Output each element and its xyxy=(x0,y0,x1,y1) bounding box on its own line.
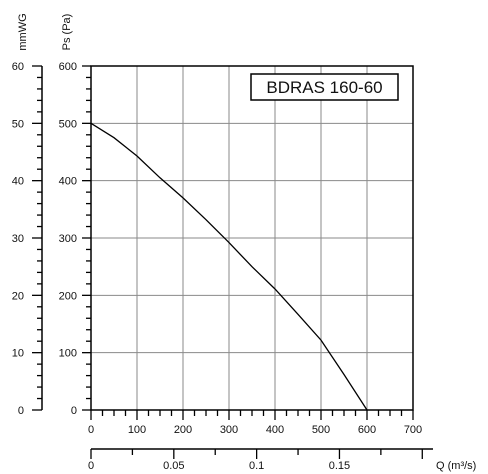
flow-axis-title: Q (m³/s) xyxy=(436,460,476,472)
flow-tick-label: 0 xyxy=(88,460,94,472)
pa-tick-label: 100 xyxy=(59,348,77,360)
mmwg-tick-label: 0 xyxy=(18,405,24,417)
x-tick-label: 400 xyxy=(266,424,284,436)
x-tick-label: 100 xyxy=(128,424,146,436)
mmwg-tick-label: 50 xyxy=(12,118,24,130)
grid-lines xyxy=(90,65,414,411)
pa-tick-label: 600 xyxy=(59,61,77,73)
mmwg-axis-title: mmWG xyxy=(17,13,29,50)
x-tick-label: 700 xyxy=(404,424,422,436)
axes xyxy=(32,65,433,459)
mmwg-tick-label: 60 xyxy=(12,61,24,73)
flow-tick-label: 0.05 xyxy=(163,460,184,472)
x-tick-label: 0 xyxy=(88,424,94,436)
pa-tick-label: 0 xyxy=(71,405,77,417)
model-label: BDRAS 160-60 xyxy=(266,78,382,97)
x-tick-label: 200 xyxy=(174,424,192,436)
mmwg-tick-label: 20 xyxy=(12,290,24,302)
pa-tick-label: 400 xyxy=(59,176,77,188)
pa-tick-label: 300 xyxy=(59,233,77,245)
flow-tick-label: 0.15 xyxy=(329,460,350,472)
pa-axis-title: Ps (Pa) xyxy=(61,14,73,51)
mmwg-tick-label: 10 xyxy=(12,348,24,360)
pressure-flow-curve xyxy=(90,122,368,411)
flow-tick-label: 0.1 xyxy=(249,460,264,472)
mmwg-tick-label: 40 xyxy=(12,176,24,188)
x-tick-label: 500 xyxy=(312,424,330,436)
mmwg-tick-label: 30 xyxy=(12,233,24,245)
pa-tick-label: 500 xyxy=(59,118,77,130)
x-tick-label: 600 xyxy=(358,424,376,436)
x-tick-label: 300 xyxy=(220,424,238,436)
pa-tick-label: 200 xyxy=(59,290,77,302)
model-label-box xyxy=(250,73,399,101)
